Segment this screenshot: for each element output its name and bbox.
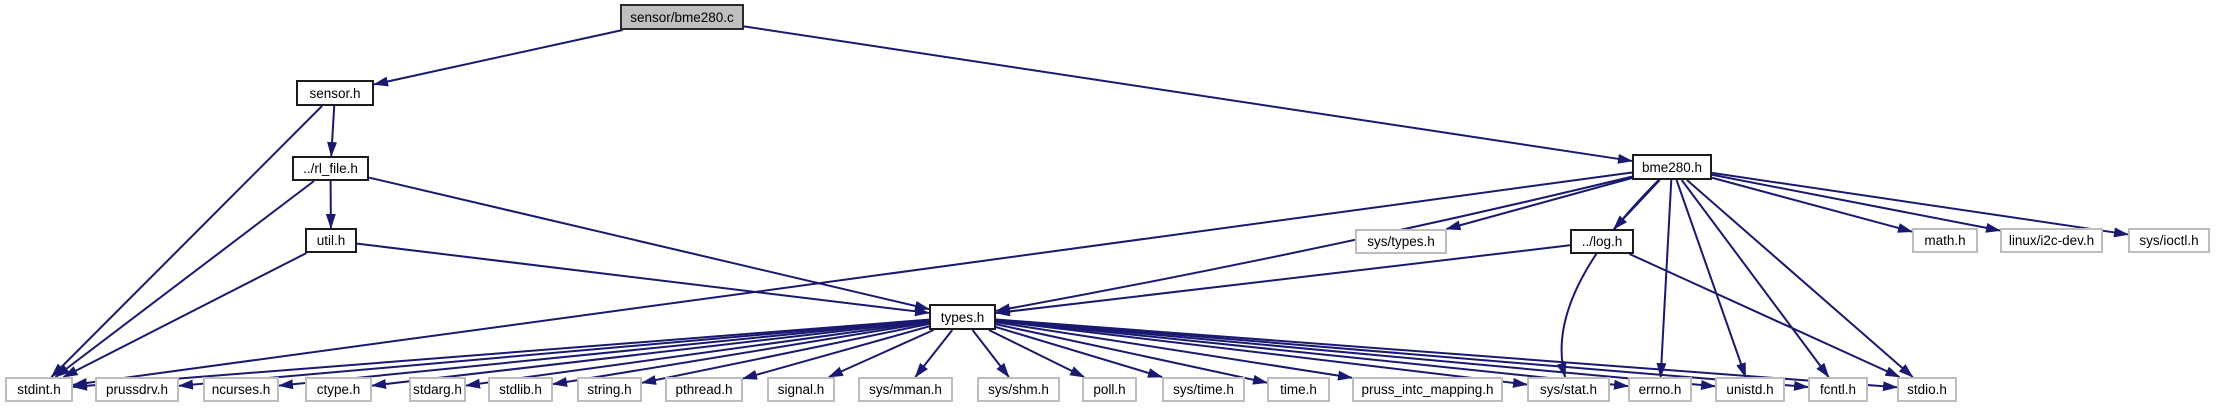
edge-types-h-to-ncurses-h — [278, 319, 930, 390]
node-bme280-c: sensor/bme280.c — [620, 4, 744, 30]
edge-types-h-to-stdio-h — [995, 318, 1898, 392]
node-stdio-h: stdio.h — [1897, 377, 1957, 402]
node-rl-file-h[interactable]: ../rl_file.h — [292, 156, 369, 181]
node-pthread-h: pthread.h — [665, 377, 743, 402]
edge-types-h-to-poll-h — [988, 329, 1086, 378]
edge-sensor-h-to-rl-file-h — [327, 105, 338, 157]
edge-types-h-to-errno-h — [995, 319, 1629, 390]
edge-bme280-h-to-math-h — [1711, 176, 1913, 233]
node-bme280-h[interactable]: bme280.h — [1632, 154, 1712, 180]
edge-bme280-h-to-unistd-h — [1675, 179, 1747, 378]
edge-bme280-h-to-stdint-h — [72, 171, 1633, 388]
node-poll-h: poll.h — [1082, 377, 1137, 402]
edge-types-h-to-string-h — [641, 322, 930, 385]
edge-types-h-to-sys-time-h — [995, 326, 1163, 378]
edge-bme280-h-to-linux-i2c-dev-h — [1711, 173, 2001, 233]
node-pruss-intc-mapping-h: pruss_intc_mapping.h — [1352, 377, 1503, 402]
edge-types-h-to-time-h — [995, 323, 1268, 385]
node-ctype-h: ctype.h — [305, 377, 372, 402]
edge-types-h-to-pruss-intc-mapping-h — [995, 321, 1353, 381]
node-math-h: math.h — [1912, 228, 1978, 253]
node-types-h[interactable]: types.h — [929, 304, 996, 330]
edge-types-h-to-ctype-h — [371, 319, 930, 389]
node-stdint-h: stdint.h — [5, 377, 73, 402]
edge-log-h-to-stdio-h — [1629, 253, 1901, 378]
node-util-h[interactable]: util.h — [305, 228, 357, 253]
edge-bme280-h-to-sys-stat-h — [1556, 179, 1660, 378]
node-stdlib-h: stdlib.h — [488, 377, 553, 402]
edge-types-h-to-signal-h — [827, 329, 934, 378]
edge-bme280-c-to-sensor-h — [373, 29, 623, 87]
node-signal-h: signal.h — [767, 377, 835, 402]
edge-types-h-to-stdint-h — [72, 318, 930, 391]
node-time-h: time.h — [1267, 377, 1330, 402]
node-linux-i2c-dev-h: linux/i2c-dev.h — [2000, 228, 2103, 253]
node-sys-shm-h: sys/shm.h — [977, 377, 1060, 402]
edge-types-h-to-stdarg-h — [465, 320, 930, 389]
node-sys-mman-h: sys/mman.h — [858, 377, 953, 402]
edge-bme280-h-to-errno-h — [1656, 179, 1673, 378]
edge-types-h-to-fcntl-h — [995, 318, 1809, 391]
edge-types-h-to-sys-shm-h — [971, 329, 1010, 378]
edge-bme280-h-to-sys-ioctl-h — [1711, 171, 2129, 238]
edge-util-h-to-stdint-h — [62, 252, 307, 378]
edge-types-h-to-prussdrv-h — [178, 318, 930, 390]
edge-types-h-to-stdlib-h — [552, 321, 930, 387]
edge-bme280-h-to-sys-types-h — [1445, 177, 1633, 231]
edge-bme280-c-to-bme280-h — [743, 25, 1633, 164]
edge-util-h-to-types-h — [356, 242, 930, 317]
node-ncurses-h: ncurses.h — [203, 377, 279, 402]
node-stdarg-h: stdarg.h — [409, 377, 466, 402]
edge-types-h-to-pthread-h — [742, 325, 930, 380]
edge-sensor-h-to-stdint-h — [50, 105, 323, 378]
node-sys-ioctl-h: sys/ioctl.h — [2128, 228, 2210, 253]
edge-bme280-h-to-fcntl-h — [1680, 179, 1830, 378]
node-unistd-h: unistd.h — [1715, 377, 1785, 402]
edge-bme280-h-to-stdio-h — [1686, 179, 1914, 378]
node-sys-time-h: sys/time.h — [1162, 377, 1245, 402]
edge-rl-file-h-to-types-h — [368, 176, 930, 311]
edge-types-h-to-sys-stat-h — [995, 320, 1528, 388]
node-string-h: string.h — [577, 377, 642, 402]
node-sys-types-h: sys/types.h — [1355, 229, 1447, 254]
node-prussdrv-h: prussdrv.h — [95, 377, 179, 402]
node-errno-h: errno.h — [1628, 377, 1692, 402]
node-fcntl-h: fcntl.h — [1808, 377, 1868, 402]
node-log-h[interactable]: ../log.h — [1570, 229, 1634, 254]
edge-rl-file-h-to-stdint-h — [54, 180, 315, 378]
node-sensor-h[interactable]: sensor.h — [296, 80, 374, 106]
edge-types-h-to-unistd-h — [995, 319, 1716, 390]
edge-log-h-to-types-h — [995, 244, 1571, 317]
edge-types-h-to-sys-mman-h — [914, 329, 954, 378]
edge-bme280-h-to-types-h — [995, 175, 1633, 314]
node-sys-stat-h: sys/stat.h — [1527, 377, 1610, 402]
